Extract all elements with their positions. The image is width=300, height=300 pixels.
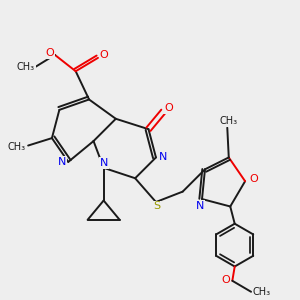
Text: CH₃: CH₃ — [17, 62, 35, 72]
Text: CH₃: CH₃ — [8, 142, 26, 152]
Text: O: O — [45, 48, 54, 59]
Text: N: N — [159, 152, 168, 162]
Text: S: S — [153, 202, 160, 212]
Text: O: O — [249, 174, 258, 184]
Text: CH₃: CH₃ — [252, 287, 271, 297]
Text: O: O — [221, 275, 230, 285]
Text: O: O — [100, 50, 108, 61]
Text: N: N — [99, 158, 108, 168]
Text: N: N — [58, 157, 67, 167]
Text: O: O — [164, 103, 173, 113]
Text: CH₃: CH₃ — [220, 116, 238, 126]
Text: N: N — [195, 201, 204, 211]
